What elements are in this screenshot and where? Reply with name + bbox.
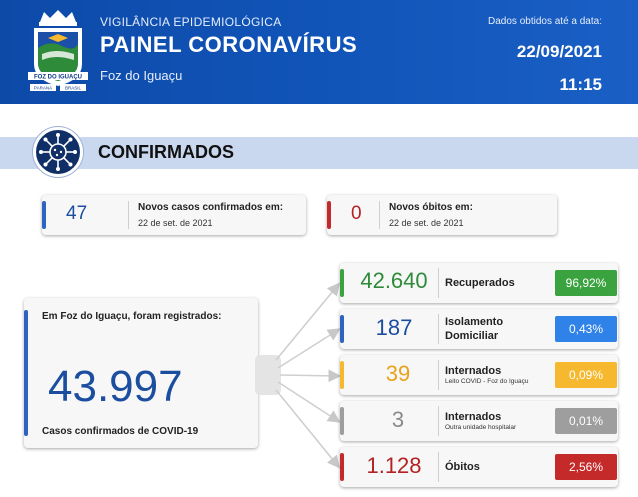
section-title: CONFIRMADOS xyxy=(98,142,234,162)
new-cases-label: Novos casos confirmados em: xyxy=(138,202,284,213)
city-name: Foz do Iguaçu xyxy=(100,68,183,83)
page-title: PAINEL CORONAVÍRUS xyxy=(100,32,358,57)
logo-left-text: PARANÁ xyxy=(34,85,52,91)
new-cases-divider xyxy=(128,201,129,229)
row-home-isolation-accent xyxy=(340,315,344,343)
row-hospitalized-other-sub: Outra unidade hospitalar xyxy=(445,424,517,431)
row-hospitalized-other-title: Internados xyxy=(445,411,502,423)
new-cases-value: 47 xyxy=(66,203,88,224)
new-deaths-accent xyxy=(327,201,331,229)
header-subtitle: VIGILÂNCIA EPIDEMIOLÓGICA xyxy=(100,15,282,29)
data-date-label: Dados obtidos até a data: xyxy=(488,16,602,27)
row-hospitalized-local-accent xyxy=(340,361,344,389)
row-recovered-value: 42.640 xyxy=(360,268,428,293)
row-deaths-percent: 2,56% xyxy=(555,454,617,480)
total-cases-card xyxy=(24,298,258,448)
row-recovered-percent: 96,92% xyxy=(555,270,617,296)
new-deaths-card: 0 Novos óbitos em: 22 de set. de 2021 xyxy=(327,195,557,235)
data-time: 11:15 xyxy=(559,75,602,94)
header-banner: FOZ DO IGUAÇU PARANÁ BRASIL VIGILÂNCIA E… xyxy=(0,0,638,104)
total-cases-heading: Em Foz do Iguaçu, foram registrados: xyxy=(42,311,222,322)
row-recovered-label: Recuperados xyxy=(445,277,515,289)
new-deaths-value: 0 xyxy=(351,203,362,224)
city-coat-of-arms-icon: FOZ DO IGUAÇU PARANÁ BRASIL xyxy=(28,10,88,91)
row-home-isolation-label: Isolamento Domiciliar xyxy=(445,316,504,342)
total-cases-accent xyxy=(24,310,28,436)
row-home-isolation-divider xyxy=(438,314,439,344)
total-cases-caption: Casos confirmados de COVID-19 xyxy=(42,426,199,437)
row-hospitalized-local-percent: 0,09% xyxy=(555,362,617,388)
row-hospitalized-local-title: Internados xyxy=(445,365,502,377)
row-hospitalized-other-divider xyxy=(438,406,439,436)
row-deaths-label: Óbitos xyxy=(445,461,480,473)
row-home-isolation-value: 187 xyxy=(375,315,413,340)
section-bar xyxy=(0,137,638,169)
row-deaths-accent xyxy=(340,453,344,481)
row-recovered-accent xyxy=(340,269,344,297)
new-cases-date: 22 de set. de 2021 xyxy=(138,218,213,228)
row-deaths-value: 1.128 xyxy=(366,453,422,478)
new-deaths-label: Novos óbitos em: xyxy=(389,202,473,213)
logo-right-text: BRASIL xyxy=(65,86,82,91)
row-hospitalized-local-sub: Leito COVID - Foz do Iguaçu xyxy=(445,378,529,385)
row-hospitalized-other-value: 3 xyxy=(391,407,405,432)
row-hospitalized-local-divider xyxy=(438,360,439,390)
total-cases-value: 43.997 xyxy=(48,362,183,411)
logo-banner-text: FOZ DO IGUAÇU xyxy=(34,75,82,81)
row-hospitalized-other-percent: 0,01% xyxy=(555,408,617,434)
data-date: 22/09/2021 xyxy=(516,42,602,61)
row-home-isolation-percent: 0,43% xyxy=(555,316,617,342)
row-hospitalized-other-label: Internados Outra unidade hospitalar xyxy=(445,410,516,432)
row-recovered-divider xyxy=(438,268,439,298)
row-hospitalized-local-label: Internados Leito COVID - Foz do Iguaçu xyxy=(445,364,528,386)
row-hospitalized-other-accent xyxy=(340,407,344,435)
connector-hub xyxy=(255,355,281,395)
new-cases-card: 47 Novos casos confirmados em: 22 de set… xyxy=(42,195,306,235)
new-cases-accent xyxy=(42,201,46,229)
row-hospitalized-local-value: 39 xyxy=(385,361,411,386)
virus-icon xyxy=(33,127,83,177)
row-deaths-divider xyxy=(438,452,439,482)
new-deaths-divider xyxy=(379,201,380,229)
new-deaths-date: 22 de set. de 2021 xyxy=(389,218,464,228)
